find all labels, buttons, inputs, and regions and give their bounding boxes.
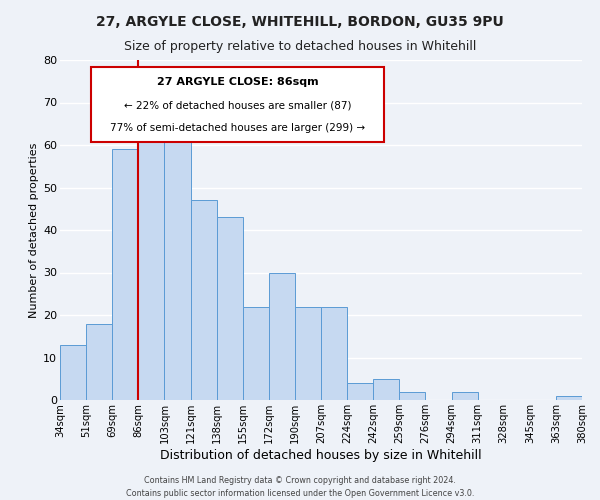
- Bar: [269, 272, 295, 400]
- Bar: [556, 396, 582, 400]
- Bar: [139, 141, 164, 400]
- Bar: [60, 345, 86, 400]
- Bar: [321, 306, 347, 400]
- Y-axis label: Number of detached properties: Number of detached properties: [29, 142, 39, 318]
- Bar: [452, 392, 478, 400]
- Bar: [217, 217, 243, 400]
- Text: 77% of semi-detached houses are larger (299) →: 77% of semi-detached houses are larger (…: [110, 123, 365, 133]
- Text: Size of property relative to detached houses in Whitehill: Size of property relative to detached ho…: [124, 40, 476, 53]
- X-axis label: Distribution of detached houses by size in Whitehill: Distribution of detached houses by size …: [160, 448, 482, 462]
- Bar: [112, 149, 139, 400]
- Bar: [373, 379, 400, 400]
- Bar: [191, 200, 217, 400]
- Text: 27, ARGYLE CLOSE, WHITEHILL, BORDON, GU35 9PU: 27, ARGYLE CLOSE, WHITEHILL, BORDON, GU3…: [96, 15, 504, 29]
- Text: 27 ARGYLE CLOSE: 86sqm: 27 ARGYLE CLOSE: 86sqm: [157, 77, 318, 87]
- Bar: [400, 392, 425, 400]
- Bar: [347, 383, 373, 400]
- Bar: [86, 324, 112, 400]
- Bar: [243, 306, 269, 400]
- Text: Contains HM Land Registry data © Crown copyright and database right 2024.
Contai: Contains HM Land Registry data © Crown c…: [126, 476, 474, 498]
- Bar: [164, 141, 191, 400]
- Bar: [295, 306, 321, 400]
- Text: ← 22% of detached houses are smaller (87): ← 22% of detached houses are smaller (87…: [124, 100, 351, 110]
- FancyBboxPatch shape: [91, 67, 383, 142]
